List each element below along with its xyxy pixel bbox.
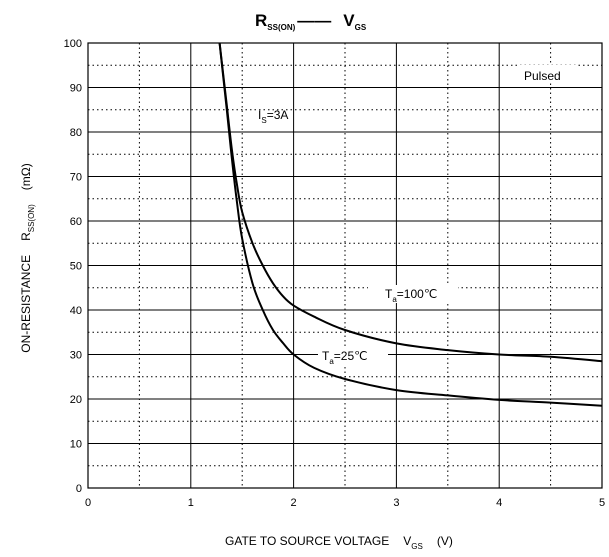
x-tick-label: 3 (393, 497, 399, 509)
x-tick-label: 0 (85, 497, 91, 509)
plot-frame (87, 42, 603, 489)
grid (88, 43, 602, 488)
title-main-sub: SS(ON) (267, 23, 295, 32)
title-main: R (255, 11, 267, 30)
series-label-25-bg (318, 347, 388, 365)
y-tick-label: 70 (70, 172, 82, 184)
y-tick-label: 20 (70, 394, 82, 406)
current-label: IS=3A (258, 108, 288, 125)
series-label-25: Ta=25℃ (322, 349, 368, 366)
pulsed-label-bg (517, 65, 577, 83)
y-tick-label: 30 (70, 350, 82, 362)
y-tick-label: 10 (70, 439, 82, 451)
chart-title: RSS(ON) —— VGS (255, 11, 367, 32)
y-tick-label: 90 (70, 83, 82, 95)
series-line-ta-100 (218, 42, 603, 363)
series-label-100: Ta=100℃ (385, 287, 437, 304)
x-tick-label: 1 (188, 497, 194, 509)
series-line-ta-25 (218, 42, 603, 407)
y-tick-label: 80 (70, 127, 82, 139)
title-second: V (343, 11, 355, 30)
title-second-sub: GS (355, 23, 367, 32)
x-axis-label: GATE TO SOURCE VOLTAGE VGS (V) (225, 534, 453, 551)
y-tick-label: 50 (70, 261, 82, 273)
x-tick-label: 4 (496, 497, 502, 509)
y-tick-label: 40 (70, 305, 82, 317)
y-tick-label: 100 (64, 38, 82, 50)
x-tick-label: 5 (599, 497, 605, 509)
x-tick-label: 2 (291, 497, 297, 509)
y-tick-label: 0 (76, 483, 82, 495)
pulsed-label: Pulsed (524, 69, 561, 83)
title-sep: —— (297, 11, 331, 30)
series-label-100-bg (368, 285, 458, 303)
y-tick-label: 60 (70, 216, 82, 228)
y-axis-label: ON-RESISTANCERSS(ON)(mΩ) (19, 163, 36, 352)
curves (218, 42, 603, 407)
